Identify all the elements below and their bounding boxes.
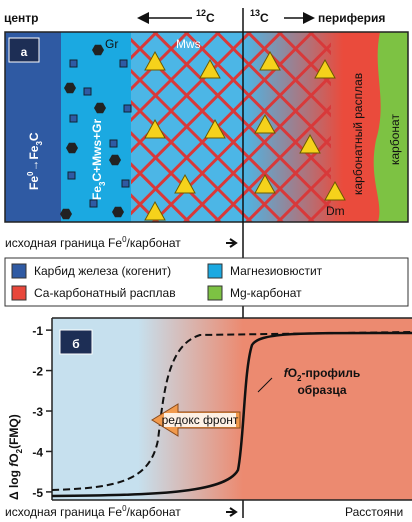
legend-label: Магнезиовюстит	[230, 264, 323, 278]
y-tick-label: -2	[32, 365, 43, 379]
y-tick-label: -5	[32, 486, 43, 500]
panel-label: а	[21, 45, 28, 59]
grain	[70, 60, 77, 67]
y-tick-label: -1	[32, 324, 43, 338]
header-right: периферия	[318, 11, 385, 25]
legend: Карбид железа (когенит) Магнезиовюстит Са-…	[5, 258, 408, 306]
legend-swatch	[12, 264, 26, 278]
grain	[120, 60, 127, 67]
y-tick-label: -3	[32, 405, 43, 419]
legend-label: Са-карбонатный расплав	[34, 286, 176, 300]
grain	[68, 172, 75, 179]
front-label: редокс фронт	[162, 413, 239, 427]
boundary-label: исходная граница Fe0/карбонат	[5, 504, 181, 519]
grain	[110, 140, 117, 147]
panel-b: редокс фронт fO2-профиль образца б Δ log…	[7, 318, 412, 500]
panel-a: а Fe0→Fe3C Fe3C+Mws+Gr Gr Mws Dm карбона…	[5, 32, 408, 222]
legend-swatch	[12, 286, 26, 300]
y-axis-label: Δ log fO2(FMQ)	[7, 414, 24, 500]
grain	[122, 180, 129, 187]
grain	[84, 88, 91, 95]
boundary-label: исходная граница Fe0/карбонат	[5, 235, 181, 250]
legend-swatch	[208, 264, 222, 278]
figure: центр 12C 13C периферия а Fe0→Fe3C Fe3C+…	[0, 0, 412, 522]
profile-label: образца	[297, 383, 346, 397]
carbonate-label: карбонат	[388, 114, 402, 165]
grain	[124, 105, 131, 112]
grain	[70, 115, 77, 122]
header-left: центр	[4, 11, 39, 25]
x-axis-label: Расстояни	[345, 505, 403, 519]
dm-label: Dm	[326, 204, 345, 218]
legend-swatch	[208, 286, 222, 300]
legend-label: Mg-карбонат	[230, 286, 302, 300]
c13: 13C	[250, 8, 269, 25]
melt-label: карбонатный расплав	[351, 73, 365, 195]
c12: 12C	[196, 8, 215, 25]
y-tick-label: -4	[32, 445, 43, 459]
panel-label: б	[72, 337, 79, 351]
legend-label: Карбид железа (когенит)	[34, 264, 171, 278]
gr-label: Gr	[105, 37, 118, 51]
header: центр 12C 13C периферия	[4, 8, 385, 25]
mws-label: Mws	[176, 37, 201, 51]
grain	[90, 200, 97, 207]
